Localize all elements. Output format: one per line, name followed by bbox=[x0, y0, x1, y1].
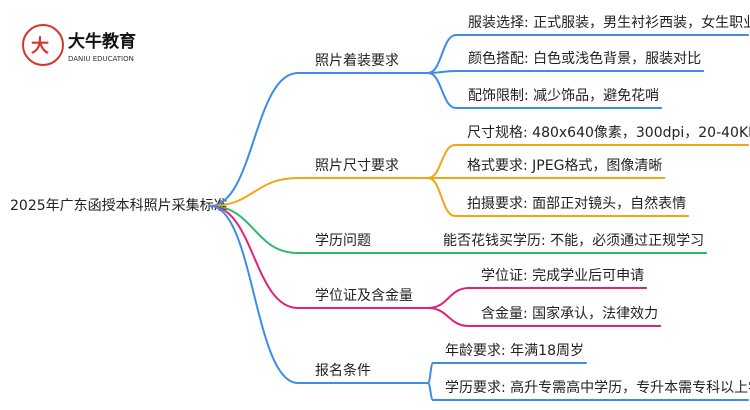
logo-icon bbox=[22, 24, 64, 66]
branch-link bbox=[427, 144, 456, 179]
branch-link bbox=[427, 177, 456, 217]
root-link bbox=[209, 177, 299, 207]
branch-label: 照片尺寸要求 bbox=[315, 158, 399, 174]
root-link bbox=[209, 205, 299, 309]
links bbox=[209, 34, 749, 401]
leaf-label: 学历要求: 高升专需高中学历，专升本需专科以上学历 bbox=[445, 379, 750, 396]
branch-label: 学历问题 bbox=[315, 233, 371, 249]
root-link bbox=[209, 72, 299, 207]
branch-label: 报名条件 bbox=[315, 362, 371, 379]
branch-label: 学位证及含金量 bbox=[315, 288, 413, 304]
logo-glyph: 大 bbox=[31, 35, 49, 57]
leaf-label: 服装选择: 正式服装，男生衬衫西装，女生职业装 bbox=[468, 14, 750, 31]
root-link bbox=[209, 205, 299, 254]
branch-label: 照片着装要求 bbox=[315, 53, 399, 69]
logo: 大 大牛教育 DANIU EDUCATION bbox=[22, 24, 136, 66]
branch-link bbox=[427, 72, 457, 109]
branch-link bbox=[427, 382, 434, 401]
branch-link bbox=[427, 287, 470, 309]
leaf-label: 含金量: 国家承认，法律效力 bbox=[481, 305, 658, 322]
leaf-label: 能否花钱买学历: 不能，必须通过正规学习 bbox=[443, 233, 704, 249]
branch-link bbox=[427, 362, 434, 384]
branch-link bbox=[427, 34, 457, 74]
leaf-label: 格式要求: JPEG格式，图像清晰 bbox=[467, 158, 662, 174]
root-link bbox=[209, 205, 299, 384]
leaf-label: 学位证: 完成学业后可申请 bbox=[481, 268, 644, 284]
branch-link bbox=[427, 307, 470, 327]
leaf-label: 尺寸规格: 480x640像素，300dpi，20-40KB bbox=[467, 125, 750, 141]
leaf-label: 颜色搭配: 白色或浅色背景，服装对比 bbox=[468, 50, 701, 67]
logo-name: 大牛教育 bbox=[68, 31, 136, 52]
leaf-label: 配饰限制: 减少饰品，避免花哨 bbox=[468, 88, 659, 104]
logo-subtitle: DANIU EDUCATION bbox=[68, 55, 134, 63]
leaf-label: 年龄要求: 年满18周岁 bbox=[445, 343, 584, 359]
leaf-label: 拍摄要求: 面部正对镜头，自然表情 bbox=[467, 195, 686, 212]
root-label: 2025年广东函授本科照片采集标准 bbox=[10, 197, 228, 214]
